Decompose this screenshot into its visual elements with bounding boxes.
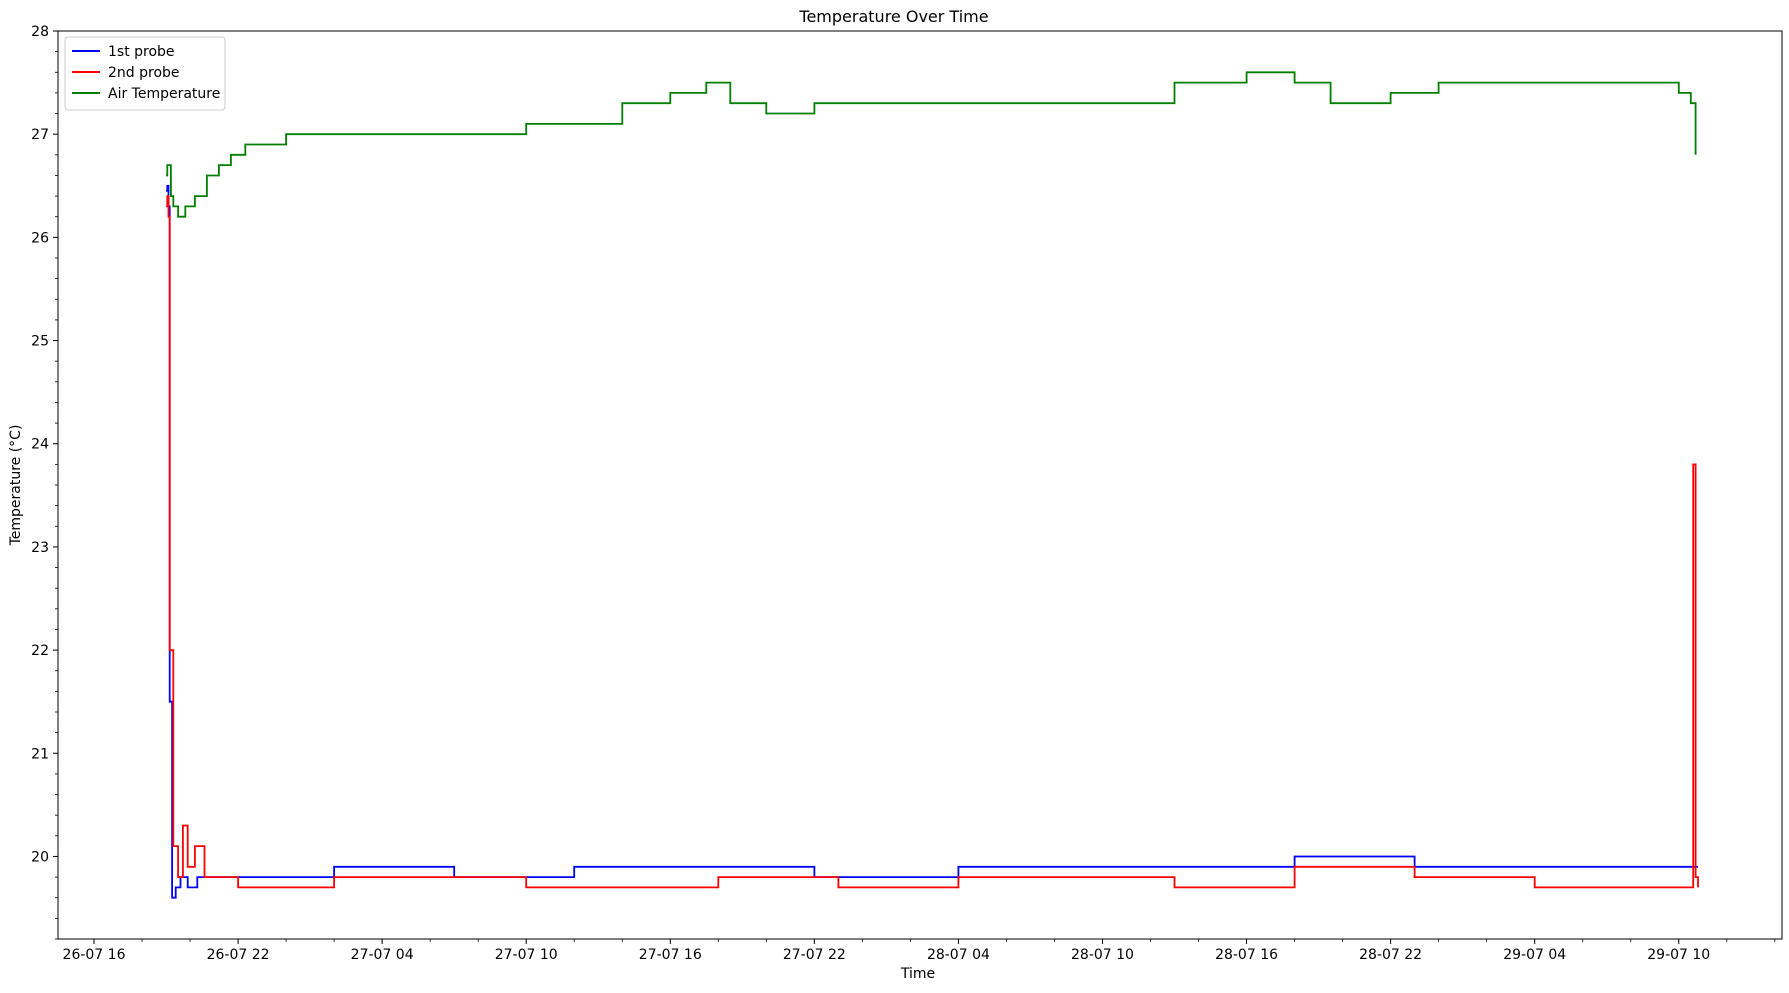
y-tick-label: 28 [31,24,49,40]
legend-label: 2nd probe [108,65,180,81]
x-axis: 26-07 16 26-07 22 27-07 04 27-07 10 27-07 16… [63,939,1776,963]
x-tick-label: 29-07 10 [1647,947,1710,963]
x-tick-label: 29-07 04 [1503,947,1566,963]
y-tick-label: 25 [31,334,49,350]
x-tick-label: 28-07 22 [1359,947,1422,963]
y-tick-label: 20 [31,849,49,865]
x-tick-label: 28-07 10 [1071,947,1134,963]
series-line-2nd-probe [166,195,1699,889]
x-tick-label: 28-07 16 [1215,947,1278,963]
y-tick-label: 21 [31,746,49,762]
chart-title: Temperature Over Time [798,7,988,26]
legend-box [64,36,226,111]
x-axis-label: Time [900,966,935,982]
x-tick-label: 27-07 16 [639,947,702,963]
x-tick-label: 27-07 04 [351,947,414,963]
series-line-1st-probe [166,184,1698,899]
y-tick-label: 23 [31,540,49,556]
x-tick-label: 28-07 04 [927,947,990,963]
plot-area [166,71,1699,899]
x-tick-label: 27-07 22 [783,947,846,963]
y-tick-label: 27 [31,127,49,143]
legend: 1st probe 2nd probe Air Temperature [64,36,226,111]
y-tick-label: 22 [31,643,49,659]
legend-label: 1st probe [108,44,175,60]
x-tick-label: 26-07 16 [63,947,126,963]
y-axis: 20 21 22 23 24 25 26 27 28 [31,24,58,940]
x-tick-label: 27-07 10 [495,947,558,963]
series-line-air-temperature [166,71,1697,218]
y-tick-label: 24 [31,437,49,453]
y-axis-label: Temperature (°C) [8,425,24,547]
y-tick-label: 26 [31,230,49,246]
x-tick-label: 26-07 22 [207,947,270,963]
legend-label: Air Temperature [108,86,220,102]
